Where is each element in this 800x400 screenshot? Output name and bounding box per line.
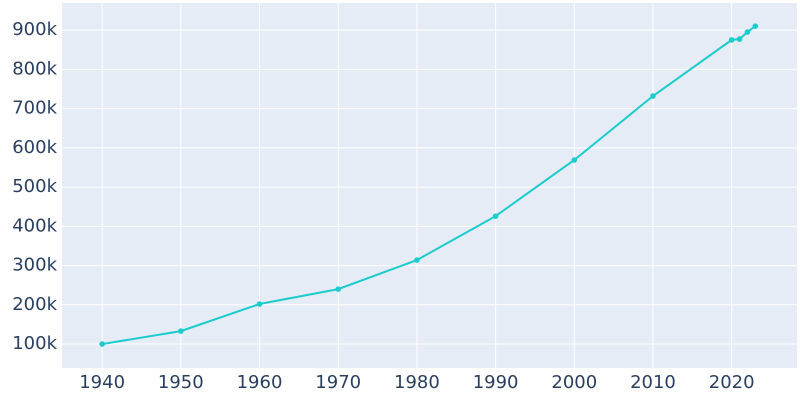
point (335, 286, 342, 292)
x-tick-label: 2000 (551, 372, 597, 393)
y-tick-label: 800k (12, 58, 57, 79)
y-tick-label: 700k (12, 98, 57, 119)
x-tick-label: 1960 (237, 372, 283, 393)
y-tick-label: 200k (12, 294, 57, 315)
y-tick-label: 900k (12, 19, 57, 40)
plot-area (62, 3, 797, 368)
y-tick-label: 500k (12, 176, 57, 197)
y-tick-label: 600k (12, 137, 57, 158)
x-tick-label: 1950 (158, 372, 204, 393)
point (571, 157, 578, 163)
y-tick-label: 100k (12, 333, 57, 354)
x-tick-label: 2010 (630, 372, 676, 393)
point (178, 328, 184, 334)
y-tick-label: 300k (12, 255, 57, 276)
point (736, 36, 743, 42)
point (99, 341, 105, 347)
point (728, 37, 735, 43)
x-tick-label: 2020 (709, 372, 755, 393)
x-tick-label: 1980 (394, 372, 440, 393)
x-tick-label: 1990 (473, 372, 519, 393)
x-tick-label: 1970 (315, 372, 361, 393)
point (744, 29, 751, 35)
point (256, 301, 263, 307)
point (650, 93, 656, 99)
x-tick-label: 1940 (79, 372, 125, 393)
point (492, 213, 499, 219)
point (414, 257, 420, 263)
y-tick-label: 400k (12, 215, 57, 236)
point (752, 23, 759, 29)
